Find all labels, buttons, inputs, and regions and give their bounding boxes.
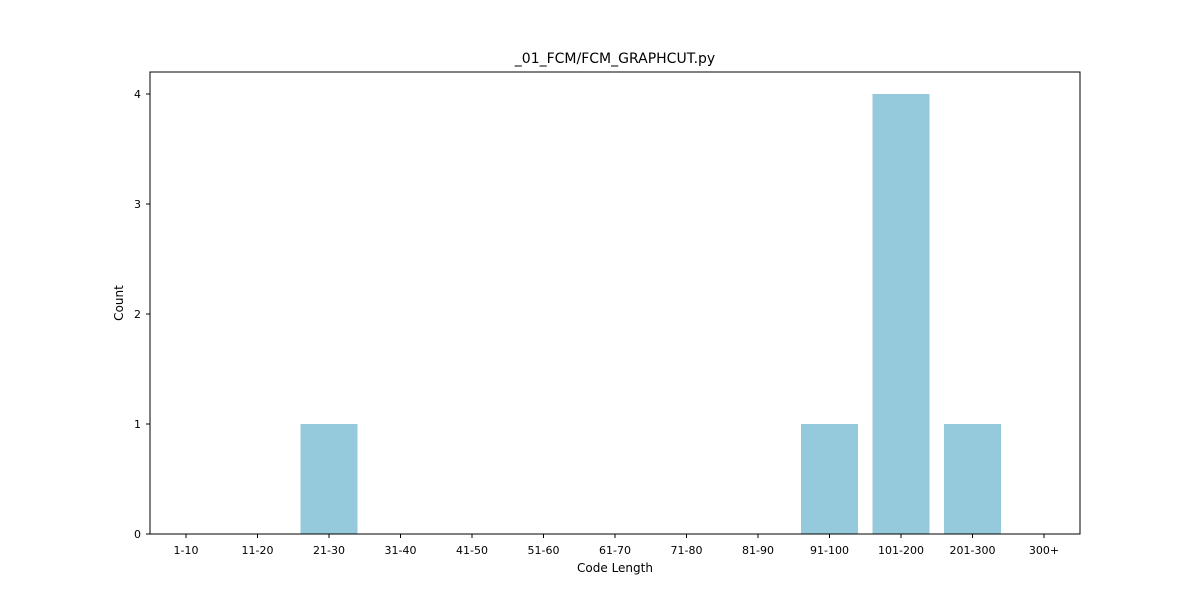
- y-tick-label: 2: [134, 308, 141, 321]
- x-tick-label: 41-50: [456, 544, 488, 557]
- x-tick-label: 71-80: [671, 544, 703, 557]
- x-tick-label: 51-60: [528, 544, 560, 557]
- x-tick-label: 300+: [1029, 544, 1059, 557]
- y-tick-label: 3: [134, 198, 141, 211]
- x-tick-label: 201-300: [950, 544, 996, 557]
- y-tick-label: 0: [134, 528, 141, 541]
- bars-group: [300, 94, 1001, 534]
- x-axis-label: Code Length: [577, 561, 653, 575]
- x-tick-label: 31-40: [385, 544, 417, 557]
- y-axis-label: Count: [112, 285, 126, 321]
- x-tick-label: 61-70: [599, 544, 631, 557]
- x-tick-label: 91-100: [810, 544, 849, 557]
- bar-21-30: [300, 424, 358, 534]
- x-tick-label: 1-10: [174, 544, 199, 557]
- bar-91-100: [801, 424, 858, 534]
- x-tick-label: 11-20: [242, 544, 274, 557]
- bar-101-200: [872, 94, 930, 534]
- y-axis-ticks: 0 1 2 3 4: [134, 88, 150, 541]
- x-axis-ticks: 1-10 11-20 21-30 31-40 41-50 51-60 61-70 71-80 8…: [174, 534, 1059, 557]
- bar-201-300: [944, 424, 1001, 534]
- chart-title: _01_FCM/FCM_GRAPHCUT.py: [514, 51, 715, 67]
- x-tick-label: 101-200: [878, 544, 924, 557]
- y-tick-label: 4: [134, 88, 141, 101]
- x-tick-label: 81-90: [742, 544, 774, 557]
- y-tick-label: 1: [134, 418, 141, 431]
- plot-frame: [149, 71, 1081, 535]
- x-tick-label: 21-30: [313, 544, 345, 557]
